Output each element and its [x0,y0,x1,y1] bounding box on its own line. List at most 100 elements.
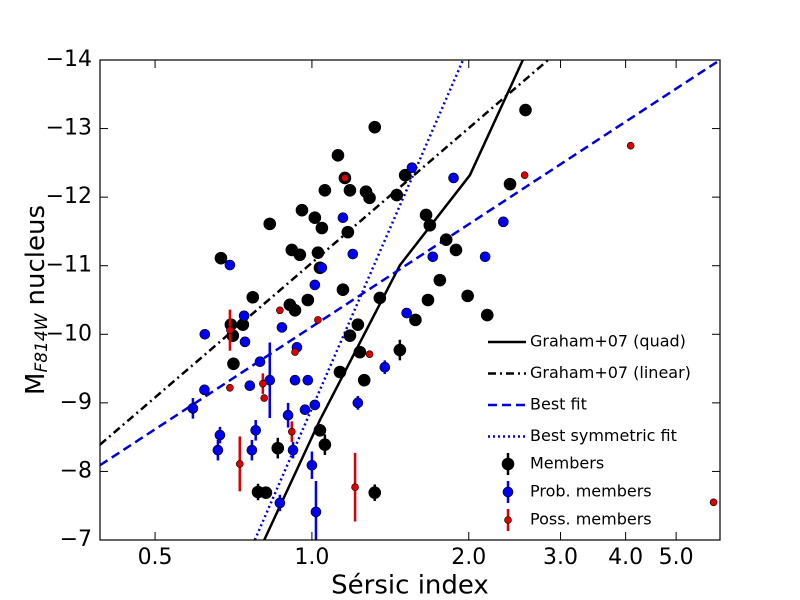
y-axis-label: MF814W nucleus [21,205,53,395]
point [259,486,273,499]
point [287,444,299,456]
point [282,409,294,421]
legend-swatch [501,457,515,471]
point [519,103,532,117]
x-tick-label: 2.0 [451,545,486,570]
point [239,336,251,348]
legend-label: Prob. members [530,482,652,501]
point [480,308,494,322]
point [379,361,391,373]
point [352,397,364,409]
point [295,203,309,217]
y-tick-label: −9 [60,390,92,415]
point [393,343,407,357]
point [246,444,258,456]
point [461,289,474,303]
point [244,380,256,392]
point [433,273,447,287]
point [626,141,635,150]
point [271,441,285,455]
x-tick-label: 0.5 [138,545,173,570]
point [310,506,322,518]
point [398,168,412,182]
legend-label: Poss. members [530,510,652,529]
point [238,310,250,322]
point [343,329,357,342]
point [309,279,321,291]
point [351,483,359,492]
point [288,303,302,317]
point [390,188,404,202]
legend-label: Graham+07 (quad) [530,332,686,351]
point [299,404,311,416]
point [427,251,439,263]
x-tick-label: 1.0 [294,545,329,570]
point [250,424,261,436]
point [368,486,382,499]
y-tick-label: −14 [46,47,92,72]
y-label-main: M [21,373,51,395]
point [289,374,301,386]
point [235,460,244,468]
y-tick-label: −13 [46,116,92,141]
point [503,177,517,191]
point [226,326,234,334]
y-tick-label: −8 [60,458,92,483]
x-tick-label: 5.0 [659,545,694,570]
fit-line [263,60,524,540]
point [341,174,349,182]
point [259,379,267,388]
point [314,316,322,324]
point [246,290,260,304]
point [368,120,382,134]
point [373,291,387,305]
point [311,246,325,259]
legend-swatch [504,516,512,524]
point [306,459,318,471]
point [316,262,328,274]
point [520,171,529,179]
point [337,212,349,224]
point [291,348,299,356]
point [448,172,459,184]
point [357,373,371,387]
point [351,318,365,331]
x-tick-label: 3.0 [543,545,578,570]
point [276,306,284,315]
point [214,429,226,441]
y-tick-label: −10 [46,321,92,346]
point [288,427,296,436]
legend-label: Members [530,454,604,473]
point [301,293,315,307]
point [224,259,236,271]
x-axis-label: Sérsic index [331,571,489,600]
point [309,399,321,411]
point [318,438,332,451]
point [199,328,211,340]
y-tick-label: −12 [46,184,92,209]
point [274,497,286,509]
point [331,149,345,162]
point [343,183,357,197]
point [409,313,422,327]
point [214,251,228,265]
point [479,251,491,263]
point [709,498,718,507]
point [318,183,332,197]
legend-swatch [502,486,514,498]
point [365,350,374,358]
y-label-rest: nucleus [21,205,51,306]
point [212,444,224,456]
point [276,322,288,333]
legend-label: Graham+07 (linear) [530,363,691,382]
y-tick-label: −11 [46,253,92,278]
legend-label: Best symmetric fit [530,426,677,445]
point [313,423,327,437]
point [406,162,418,173]
point [363,191,376,205]
legend-label: Best fit [530,395,587,414]
fit-line [253,60,465,540]
point [199,384,210,396]
point [341,225,355,239]
point [315,221,329,235]
